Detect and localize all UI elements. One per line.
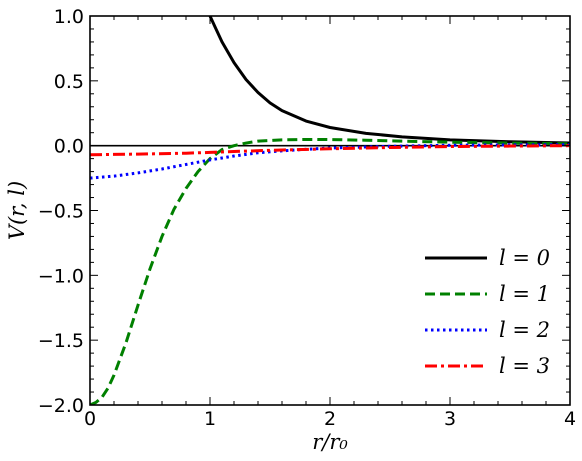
x-tick-label: 0: [84, 408, 96, 430]
x-tick-label: 2: [324, 408, 336, 430]
y-tick-label: −2.0: [38, 395, 84, 417]
y-tick-label: −1.0: [38, 265, 84, 287]
y-tick-label: 0.5: [54, 71, 84, 93]
legend-label-l1: l = 1: [499, 282, 550, 306]
x-tick-label: 4: [564, 408, 576, 430]
x-tick-label: 3: [444, 408, 456, 430]
series-line-l3: [90, 144, 570, 157]
y-tick-label: −0.5: [38, 201, 84, 223]
y-tick-label: 0.0: [54, 136, 84, 158]
x-tick-label: 1: [204, 408, 216, 430]
series-layer: [90, 16, 570, 405]
legend-label-l0: l = 0: [499, 246, 550, 270]
y-tick-label: −1.5: [38, 330, 84, 352]
y-tick-label: 1.0: [54, 6, 84, 28]
legend: l = 0 l = 1 l = 2 l = 3: [425, 246, 550, 378]
legend-label-l2: l = 2: [499, 318, 550, 342]
axis-ticks: [89, 15, 571, 406]
legend-label-l3: l = 3: [499, 354, 550, 378]
x-axis-label: r/r₀: [312, 430, 348, 454]
axis-tick-labels: 0 1 2 3 4 −2.0 −1.5 −1.0 −0.5 0.0 0.5 1.0: [38, 6, 576, 430]
series-line-l0: [208, 16, 570, 145]
y-axis-label: V(r, l): [5, 181, 29, 240]
